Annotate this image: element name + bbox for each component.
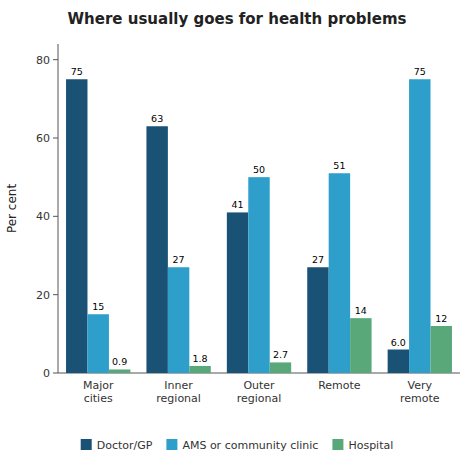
category-label-line: Very	[408, 379, 433, 392]
data-label: 6.0	[391, 337, 406, 348]
category-label-line: cities	[84, 392, 113, 405]
category-label: Remote	[318, 379, 361, 392]
category-label: Outerregional	[237, 379, 282, 405]
data-label: 27	[173, 254, 185, 265]
tick-label: 60	[36, 132, 50, 145]
bar	[146, 126, 167, 373]
data-label: 27	[312, 254, 324, 265]
data-label: 1.8	[192, 353, 207, 364]
category-label-line: Remote	[318, 379, 361, 392]
tick-mark	[53, 59, 58, 60]
legend-swatch	[332, 439, 343, 450]
legend-item: Doctor/GP	[81, 439, 153, 452]
bar	[248, 177, 269, 373]
category-label-line: Inner	[164, 379, 193, 392]
data-label: 75	[71, 66, 83, 77]
data-label: 75	[414, 66, 426, 77]
title: Where usually goes for health problems	[68, 10, 407, 28]
bar	[227, 212, 248, 373]
category-label: Veryremote	[400, 379, 440, 405]
bar	[109, 369, 130, 373]
bar	[329, 173, 350, 373]
bar	[431, 326, 452, 373]
tick-mark	[53, 294, 58, 295]
data-label: 50	[253, 164, 265, 175]
data-label: 51	[333, 160, 345, 171]
category-label-line: Major	[83, 379, 114, 392]
legend-item: AMS or community clinic	[166, 439, 318, 452]
bar	[87, 314, 108, 373]
legend-item: Hospital	[332, 439, 393, 452]
tick-label: 0	[43, 367, 50, 380]
legend-swatch	[166, 439, 177, 450]
bar	[409, 79, 430, 373]
data-label: 12	[435, 313, 447, 324]
bar	[168, 267, 189, 373]
tick-label: 40	[36, 210, 50, 223]
bar	[270, 362, 291, 373]
tick-label: 20	[36, 289, 50, 302]
bars	[66, 79, 452, 373]
data-label: 41	[232, 199, 244, 210]
legend-label: Doctor/GP	[97, 439, 153, 452]
data-label: 14	[355, 305, 367, 316]
chart: Where usually goes for health problems 0 2…	[0, 0, 474, 465]
axes: 0 20 40 60 80	[36, 44, 460, 380]
legend-label: AMS or community clinic	[182, 439, 318, 452]
tick-label: 80	[36, 54, 50, 67]
y-axis-line	[58, 44, 59, 373]
data-label: 15	[92, 301, 104, 312]
category-label-line: regional	[156, 392, 201, 405]
category-label-line: Outer	[243, 379, 275, 392]
data-label: 0.9	[112, 356, 127, 367]
data-label: 63	[151, 113, 163, 124]
category-label-line: remote	[400, 392, 440, 405]
bar	[66, 79, 87, 373]
y-axis-label: Per cent	[5, 184, 19, 234]
tick-mark	[53, 373, 58, 374]
category-label: Majorcities	[83, 379, 114, 405]
category-label-line: regional	[237, 392, 282, 405]
legend-label: Hospital	[348, 439, 393, 452]
bar	[388, 350, 409, 374]
data-labels: 75 63 41 27 6.0 15 27 50 51 75 0.9 1.8 2.7 14 12	[71, 66, 448, 367]
bar	[350, 318, 371, 373]
legend-swatch	[81, 439, 92, 450]
data-label: 2.7	[273, 349, 288, 360]
bar	[189, 366, 210, 373]
legend: Doctor/GP AMS or community clinic Hospital	[81, 439, 394, 452]
bar	[307, 267, 328, 373]
category-label: Innerregional	[156, 379, 201, 405]
tick-mark	[53, 138, 58, 139]
tick-mark	[53, 216, 58, 217]
